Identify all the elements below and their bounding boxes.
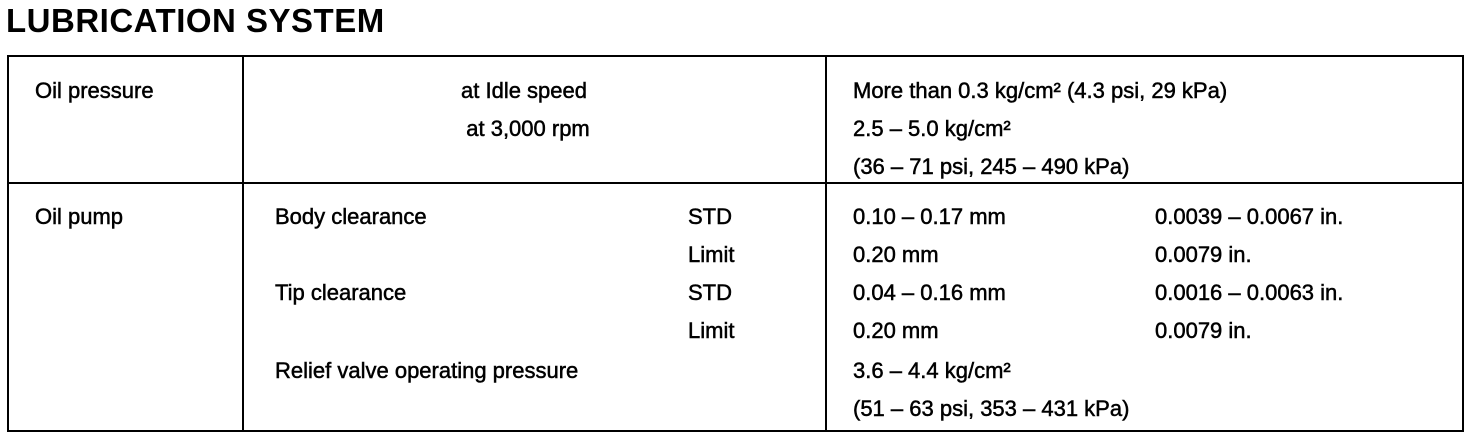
metric: 0.10 – 0.17 mm	[853, 204, 1006, 230]
table-border	[7, 55, 1464, 432]
grade: Limit	[688, 318, 735, 344]
part: Relief valve operating pressure	[275, 358, 579, 384]
item: Oil pressure	[35, 78, 154, 104]
metric: 0.20 mm	[853, 318, 939, 344]
condition: at Idle speed	[461, 78, 587, 104]
grade: STD	[688, 280, 733, 306]
condition: at 3,000 rpm	[466, 116, 590, 142]
imperial: 0.0016 – 0.0063 in.	[1155, 280, 1344, 306]
item: Oil pump	[35, 204, 124, 230]
spec: (36 – 71 psi, 245 – 490 kPa)	[853, 154, 1130, 180]
part: Body clearance	[275, 204, 427, 230]
metric: 0.20 mm	[853, 242, 939, 268]
column-divider	[825, 55, 827, 430]
title: LUBRICATION SYSTEM	[6, 2, 385, 39]
grade: Limit	[688, 242, 735, 268]
spec: 3.6 – 4.4 kg/cm²	[853, 358, 1011, 384]
metric: 0.04 – 0.16 mm	[853, 280, 1006, 306]
column-divider	[242, 55, 244, 430]
imperial: 0.0039 – 0.0067 in.	[1155, 204, 1344, 230]
imperial: 0.0079 in.	[1155, 318, 1252, 344]
spec: 2.5 – 5.0 kg/cm²	[853, 116, 1011, 142]
spec: (51 – 63 psi, 353 – 431 kPa)	[853, 396, 1130, 422]
part: Tip clearance	[275, 280, 407, 306]
imperial: 0.0079 in.	[1155, 242, 1252, 268]
row-divider	[7, 182, 1462, 184]
grade: STD	[688, 204, 733, 230]
spec: More than 0.3 kg/cm² (4.3 psi, 29 kPa)	[853, 78, 1228, 104]
